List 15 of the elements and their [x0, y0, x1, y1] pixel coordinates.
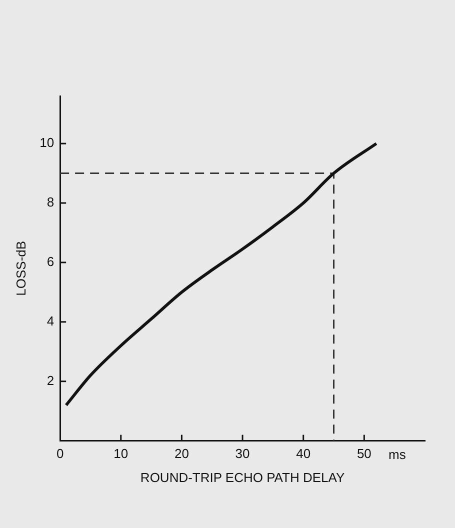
x-tick-label: 20	[174, 446, 189, 462]
y-tick-label: 10	[40, 135, 54, 150]
x-axis-title: ROUND-TRIP ECHO PATH DELAY	[140, 470, 345, 485]
y-tick-label: 2	[46, 372, 54, 388]
x-tick-label: 40	[296, 446, 311, 462]
text: ms	[388, 446, 406, 462]
line-series	[64, 142, 378, 407]
x-tick-label: 0	[56, 446, 64, 462]
x-tick-label: 50	[356, 446, 372, 462]
x-tick-label: 10	[114, 446, 128, 462]
y-tick-label: 8	[46, 194, 54, 210]
y-axis-title: LOSS-dB	[13, 240, 28, 296]
y-tick-label: 6	[46, 254, 54, 270]
y-tick-label: 4	[46, 313, 54, 328]
x-tick-label: 30	[235, 446, 250, 462]
